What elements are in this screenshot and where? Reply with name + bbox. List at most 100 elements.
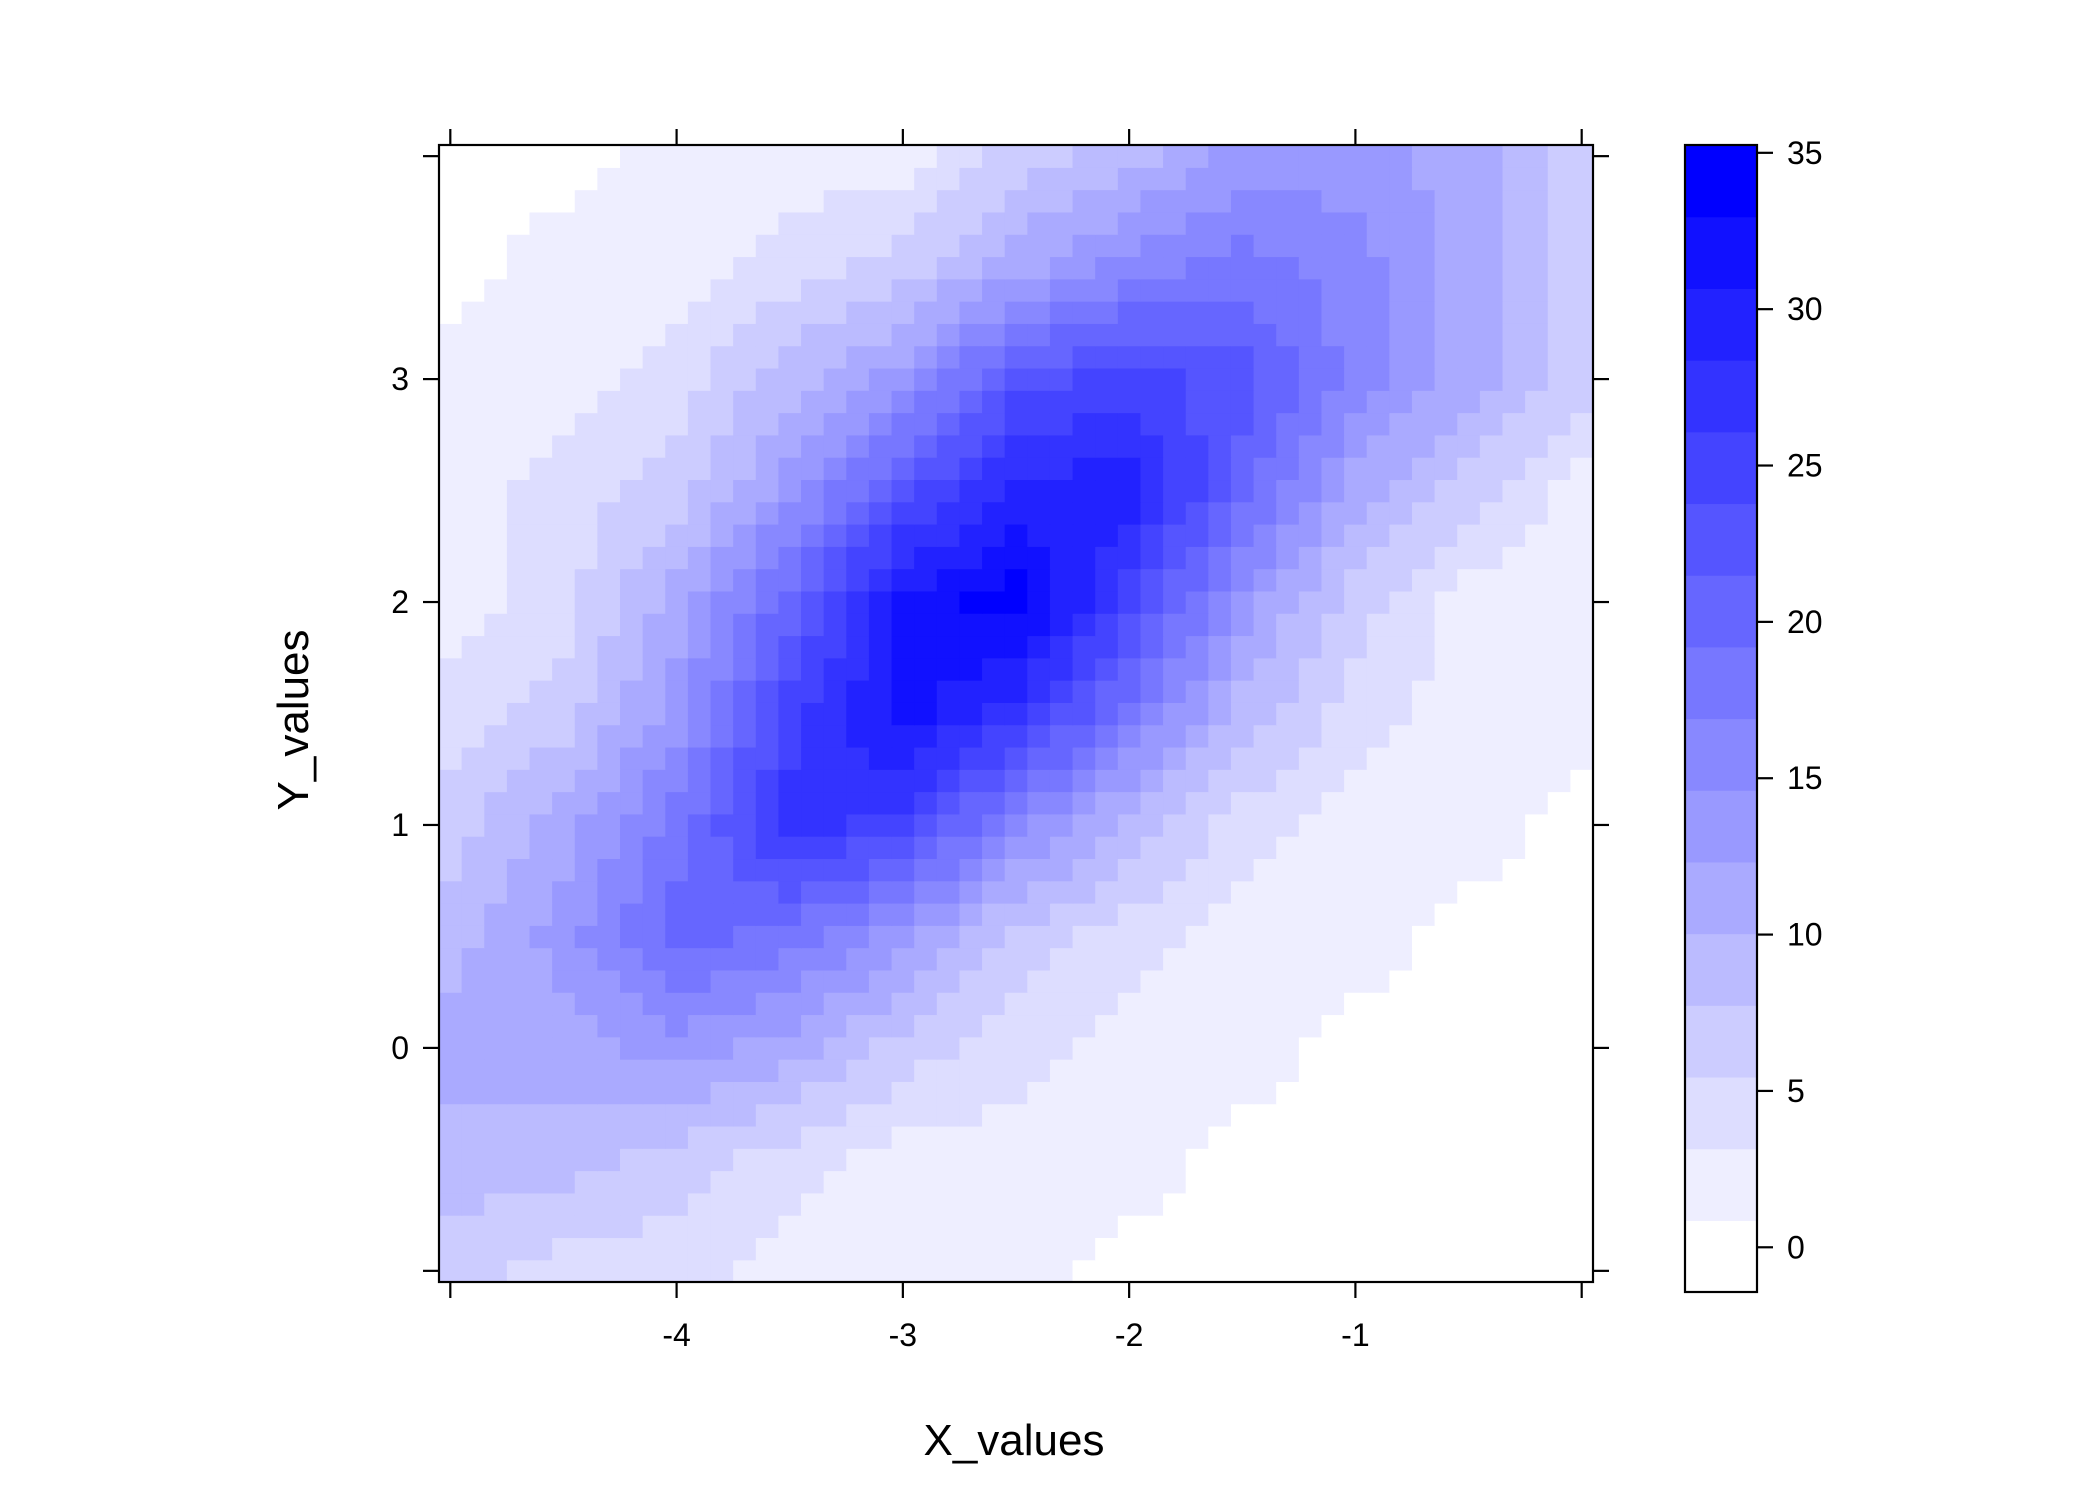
heatmap-cell <box>1072 234 1096 258</box>
heatmap-cell <box>1140 724 1164 748</box>
heatmap-cell <box>1163 1036 1187 1060</box>
heatmap-cell <box>778 613 802 637</box>
heatmap-cell <box>823 568 847 592</box>
heatmap-cell <box>1140 858 1164 882</box>
heatmap-cell <box>755 590 780 614</box>
heatmap-cell <box>710 301 734 324</box>
heatmap-cell <box>914 635 938 659</box>
heatmap-cell <box>1525 167 1549 191</box>
heatmap-cell <box>1321 925 1345 949</box>
heatmap-cell <box>1208 613 1232 637</box>
heatmap-cell <box>1095 301 1119 324</box>
heatmap-cell <box>1276 969 1300 993</box>
heatmap-cell <box>1344 657 1368 681</box>
heatmap-cell <box>574 702 598 726</box>
heatmap-cell <box>1072 501 1096 525</box>
heatmap-cell <box>1230 323 1255 347</box>
heatmap-cell <box>1321 613 1345 637</box>
heatmap-cell <box>1208 256 1232 280</box>
heatmap-cell <box>1525 501 1549 525</box>
heatmap-cell <box>710 434 734 458</box>
heatmap-cell <box>1457 145 1481 168</box>
heatmap-cell <box>529 145 553 168</box>
heatmap-cell <box>665 1215 689 1239</box>
heatmap-cell <box>506 345 531 369</box>
heatmap-cell <box>891 568 915 592</box>
heatmap-cell <box>1547 635 1571 659</box>
heatmap-cell <box>597 434 621 458</box>
heatmap-cell <box>620 769 644 793</box>
heatmap-cell <box>982 702 1006 726</box>
heatmap-cell <box>1344 590 1368 614</box>
heatmap-cell <box>1570 613 1594 637</box>
heatmap-cell <box>1253 145 1277 168</box>
heatmap-cell <box>755 769 780 793</box>
heatmap-cell <box>506 1036 531 1060</box>
heatmap-cell <box>620 1215 644 1239</box>
heatmap-cell <box>506 1148 531 1172</box>
heatmap-cell <box>914 903 938 926</box>
heatmap-cell <box>846 145 870 168</box>
heatmap-cell <box>1344 925 1368 949</box>
heatmap-cell <box>1547 947 1571 971</box>
heatmap-cell <box>1276 546 1300 570</box>
heatmap-cell <box>665 1170 689 1194</box>
heatmap-cell <box>439 903 463 926</box>
heatmap-cell <box>439 390 463 414</box>
heatmap-cell <box>1072 1081 1096 1105</box>
heatmap-cell <box>1230 1014 1255 1038</box>
heatmap-cell <box>1389 390 1413 414</box>
heatmap-cell <box>506 903 531 926</box>
heatmap-cell <box>1479 992 1504 1016</box>
heatmap-cell <box>597 167 621 191</box>
heatmap-cell <box>1502 925 1526 949</box>
heatmap-cell <box>597 390 621 414</box>
heatmap-cell <box>1344 1036 1368 1060</box>
heatmap-cell <box>1004 501 1028 525</box>
heatmap-cell <box>597 969 621 993</box>
heatmap-cell <box>1502 145 1526 168</box>
heatmap-cell <box>1208 367 1232 391</box>
heatmap-cell <box>1049 501 1074 525</box>
heatmap-cell <box>755 434 780 458</box>
heatmap-cell <box>620 813 644 837</box>
heatmap-cell <box>1479 769 1504 793</box>
heatmap-cell <box>665 1059 689 1082</box>
heatmap-cell <box>1140 323 1164 347</box>
heatmap-cell <box>642 1059 666 1082</box>
heatmap-cell <box>1547 568 1571 592</box>
heatmap-cell <box>778 167 802 191</box>
heatmap-cell <box>755 457 780 481</box>
heatmap-cell <box>1457 367 1481 391</box>
heatmap-cell <box>1163 880 1187 904</box>
heatmap-cell <box>529 546 553 570</box>
heatmap-cell <box>982 590 1006 614</box>
heatmap-cell <box>1004 145 1028 168</box>
heatmap-cell <box>1140 791 1164 815</box>
heatmap-cell <box>1570 501 1594 525</box>
heatmap-cell <box>823 412 847 436</box>
heatmap-cell <box>891 1237 915 1261</box>
heatmap-cell <box>620 680 644 703</box>
heatmap-cell <box>868 947 893 971</box>
heatmap-cell <box>959 1036 983 1060</box>
heatmap-cell <box>982 167 1006 191</box>
heatmap-cell <box>506 256 531 280</box>
heatmap-cell <box>778 791 802 815</box>
heatmap-cell <box>552 457 576 481</box>
heatmap-cell <box>1004 1170 1028 1194</box>
heatmap-cell <box>1208 903 1232 926</box>
heatmap-cell <box>1072 1125 1096 1149</box>
heatmap-cell <box>823 256 847 280</box>
heatmap-cell <box>1095 278 1119 302</box>
heatmap-cell <box>1253 903 1277 926</box>
heatmap-cell <box>642 1170 666 1194</box>
heatmap-cell <box>1140 702 1164 726</box>
heatmap-cell <box>1072 1036 1096 1060</box>
heatmap-cell <box>823 145 847 168</box>
heatmap-cell <box>1230 1237 1255 1261</box>
heatmap-cell <box>1140 524 1164 547</box>
heatmap-cell <box>529 211 553 235</box>
heatmap-cell <box>1570 969 1594 993</box>
heatmap-cell <box>1411 367 1436 391</box>
